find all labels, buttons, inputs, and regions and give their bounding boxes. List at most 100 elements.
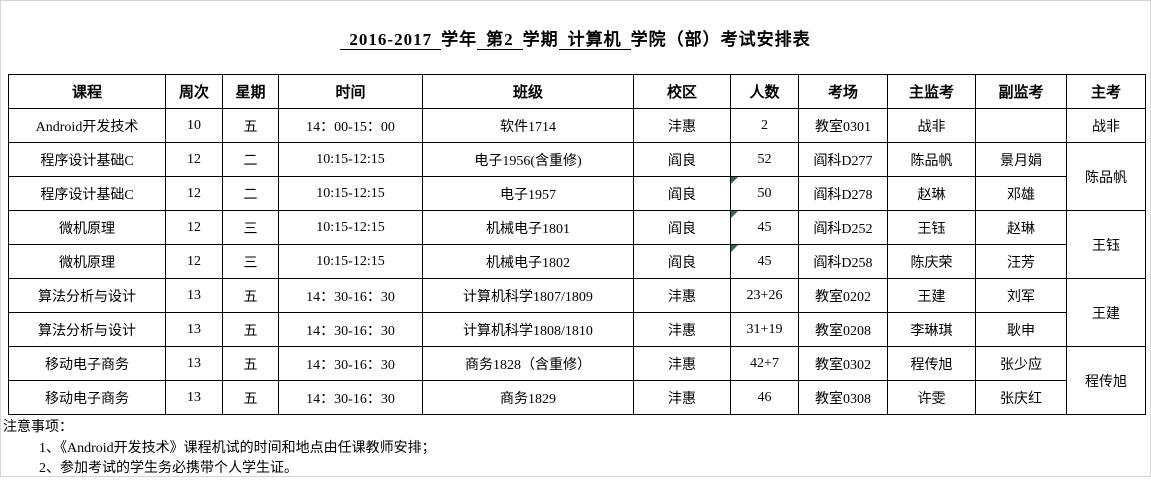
cell-week: 12 xyxy=(165,142,223,177)
cell-course: 算法分析与设计 xyxy=(8,278,166,313)
cell-class: 电子1957 xyxy=(422,176,634,211)
cell-deputy xyxy=(975,108,1067,143)
cell-deputy: 汪芳 xyxy=(975,244,1067,279)
cell-day: 五 xyxy=(222,346,279,381)
cell-campus: 沣惠 xyxy=(633,108,731,143)
table-row: 移动电子商务 13 五 14：30-16：30 商务1829 沣惠 46 教室0308 许雯 张庆… xyxy=(8,380,1146,415)
cell-course: 算法分析与设计 xyxy=(8,312,166,347)
table-row: 微机原理 12 三 10:15-12:15 机械电子1802 阎良 45 阎科D258 陈庆荣汪… xyxy=(8,244,1146,279)
column-header: 主考 xyxy=(1066,74,1146,109)
error-flag-triangle-icon xyxy=(731,211,738,218)
cell-invigilator: 战非 xyxy=(887,108,976,143)
cell-room: 教室0301 xyxy=(798,108,888,143)
cell-invigilator: 陈庆荣 xyxy=(887,244,976,279)
cell-count: 45 xyxy=(730,210,799,245)
cell-class: 机械电子1802 xyxy=(422,244,634,279)
cell-week: 10 xyxy=(165,108,223,143)
cell-campus: 沣惠 xyxy=(633,380,731,415)
cell-room: 阎科D258 xyxy=(798,244,888,279)
column-header: 主监考 xyxy=(887,74,976,109)
notes-list: 1、《Android开发技术》课程机试的时间和地点由任课教师安排； 2、参加考试的… xyxy=(3,439,1150,480)
table-row: 移动电子商务 13 五 14：30-16：30 商务1828（含重修） 沣惠 42+7 教室0… xyxy=(8,346,1146,415)
note-item: 1、《Android开发技术》课程机试的时间和地点由任课教师安排； xyxy=(39,440,436,456)
cell-course: 微机原理 xyxy=(8,244,166,279)
cell-room: 阎科D278 xyxy=(798,176,888,211)
cell-campus: 阎良 xyxy=(633,142,731,177)
column-header: 周次 xyxy=(165,74,223,109)
cell-deputy: 赵琳 xyxy=(975,210,1067,245)
cell-time: 10:15-12:15 xyxy=(278,210,423,245)
column-header: 班级 xyxy=(422,74,634,109)
cell-campus: 阎良 xyxy=(633,244,731,279)
cell-day: 三 xyxy=(222,210,279,245)
cell-count: 45 xyxy=(730,244,799,279)
cell-invigilator: 许雯 xyxy=(887,380,976,415)
cell-class: 软件1714 xyxy=(422,108,634,143)
header-row: 课程 周次 星期 时间 班级 校区 人数 考场 主监考 副监考 主考 xyxy=(8,74,1146,109)
cell-week: 13 xyxy=(165,380,223,415)
cell-week: 13 xyxy=(165,312,223,347)
notes-section: 注意事项： 1、《Android开发技术》课程机试的时间和地点由任课教师安排； 2… xyxy=(3,418,1150,480)
cell-week: 13 xyxy=(165,278,223,313)
cell-chief-examiner: 战非 xyxy=(1066,108,1146,143)
cell-time: 14：00-15：00 xyxy=(278,108,423,143)
cell-deputy: 张少应 xyxy=(975,346,1067,381)
table-row: 算法分析与设计 13 五 14：30-16：30 计算机科学1807/1809 沣惠 23+… xyxy=(8,278,1146,347)
notes-heading: 注意事项： xyxy=(3,420,73,435)
cell-course: 程序设计基础C xyxy=(8,142,166,177)
cell-count: 31+19 xyxy=(730,312,799,347)
cell-day: 五 xyxy=(222,380,279,415)
cell-campus: 阎良 xyxy=(633,210,731,245)
cell-count: 46 xyxy=(730,380,799,415)
note-item: 2、参加考试的学生务必携带个人学生证。 xyxy=(39,461,298,476)
cell-count: 52 xyxy=(730,142,799,177)
cell-class: 计算机科学1808/1810 xyxy=(422,312,634,347)
cell-week: 12 xyxy=(165,210,223,245)
title-segment: 学年 xyxy=(441,30,478,49)
cell-deputy: 耿申 xyxy=(975,312,1067,347)
cell-week: 13 xyxy=(165,346,223,381)
cell-course: 移动电子商务 xyxy=(8,346,166,381)
cell-class: 电子1956(含重修) xyxy=(422,142,634,177)
cell-campus: 阎良 xyxy=(633,176,731,211)
cell-time: 10:15-12:15 xyxy=(278,176,423,211)
page-title: 2016-2017 学年 第2 学期 计算机 学院（部）考试安排表 xyxy=(1,29,1150,51)
column-header: 课程 xyxy=(8,74,166,109)
cell-room: 教室0302 xyxy=(798,346,888,381)
cell-count: 2 xyxy=(730,108,799,143)
cell-deputy: 张庆红 xyxy=(975,380,1067,415)
table-row: 算法分析与设计 13 五 14：30-16：30 计算机科学1808/1810 沣惠 31+… xyxy=(8,312,1146,347)
cell-campus: 沣惠 xyxy=(633,278,731,313)
cell-deputy: 刘军 xyxy=(975,278,1067,313)
cell-class: 商务1828（含重修） xyxy=(422,346,634,381)
cell-room: 教室0208 xyxy=(798,312,888,347)
cell-time: 14：30-16：30 xyxy=(278,380,423,415)
cell-room: 教室0202 xyxy=(798,278,888,313)
cell-time: 14：30-16：30 xyxy=(278,312,423,347)
table-row: 程序设计基础C 12 二 10:15-12:15 电子1956(含重修) 阎良 52 阎科D2… xyxy=(8,142,1146,211)
column-header: 时间 xyxy=(278,74,423,109)
cell-course: Android开发技术 xyxy=(8,108,166,143)
cell-class: 计算机科学1807/1809 xyxy=(422,278,634,313)
cell-deputy: 邓雄 xyxy=(975,176,1067,211)
table-row: Android开发技术 10 五 14：00-15：00 软件1714 沣惠 2 教室0301… xyxy=(8,108,1146,143)
cell-chief-examiner: 程传旭 xyxy=(1066,346,1146,415)
cell-time: 14：30-16：30 xyxy=(278,346,423,381)
cell-chief-examiner: 陈品帆 xyxy=(1066,142,1146,211)
cell-invigilator: 程传旭 xyxy=(887,346,976,381)
cell-invigilator: 王钰 xyxy=(887,210,976,245)
cell-room: 阎科D252 xyxy=(798,210,888,245)
column-header: 人数 xyxy=(730,74,799,109)
table-row: 微机原理 12 三 10:15-12:15 机械电子1801 阎良 45 阎科D252 王钰 赵琳… xyxy=(8,210,1146,279)
error-flag-triangle-icon xyxy=(731,177,738,184)
cell-room: 教室0308 xyxy=(798,380,888,415)
cell-day: 二 xyxy=(222,176,279,211)
title-underlined-segment: 计算机 xyxy=(558,30,631,50)
cell-campus: 沣惠 xyxy=(633,346,731,381)
cell-deputy: 景月娟 xyxy=(975,142,1067,177)
cell-day: 三 xyxy=(222,244,279,279)
table-body: Android开发技术 10 五 14：00-15：00 软件1714 沣惠 2 教室0301… xyxy=(8,108,1146,415)
cell-day: 二 xyxy=(222,142,279,177)
cell-invigilator: 赵琳 xyxy=(887,176,976,211)
cell-time: 10:15-12:15 xyxy=(278,244,423,279)
